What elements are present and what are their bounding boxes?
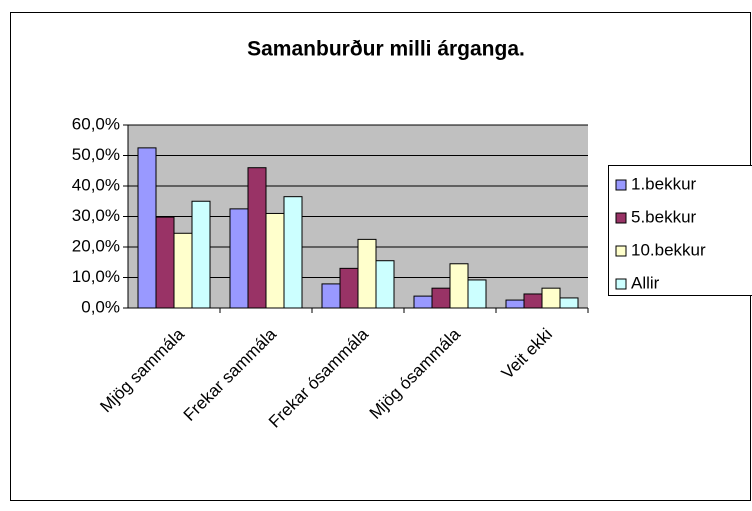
bar <box>431 287 451 309</box>
y-tick-label: 20,0% <box>72 236 120 255</box>
bar <box>413 295 433 309</box>
y-tick-label: 60,0% <box>72 114 120 133</box>
y-tick-label: 40,0% <box>72 175 120 194</box>
bar <box>155 216 175 309</box>
legend-swatch <box>615 245 627 257</box>
legend-swatch <box>615 212 627 224</box>
bar <box>265 212 285 309</box>
bar <box>173 232 193 309</box>
bar <box>321 283 341 309</box>
bar <box>375 260 395 309</box>
bar <box>229 208 249 309</box>
y-tick-label: 0,0% <box>81 297 120 316</box>
bar <box>523 293 543 309</box>
legend-label: Allir <box>631 273 660 292</box>
y-tick-label: 50,0% <box>72 145 120 164</box>
legend-label: 10.bekkur <box>631 240 706 259</box>
chart-title: Samanburður milli árganga. <box>247 38 525 61</box>
bar <box>137 147 157 309</box>
bar <box>247 167 267 309</box>
bar <box>191 200 211 309</box>
legend-label: 5.bekkur <box>631 207 697 226</box>
y-tick-label: 30,0% <box>72 206 120 225</box>
bar <box>559 297 579 309</box>
legend-swatch <box>615 179 627 191</box>
bar <box>449 263 469 309</box>
bar <box>357 238 377 309</box>
bar <box>467 279 487 309</box>
bar <box>339 267 359 309</box>
legend-swatch <box>615 278 627 290</box>
y-tick-label: 10,0% <box>72 267 120 286</box>
legend-box <box>608 165 752 296</box>
bar <box>505 299 525 309</box>
bar <box>541 287 561 309</box>
bar <box>283 196 303 309</box>
legend-label: 1.bekkur <box>631 174 697 193</box>
